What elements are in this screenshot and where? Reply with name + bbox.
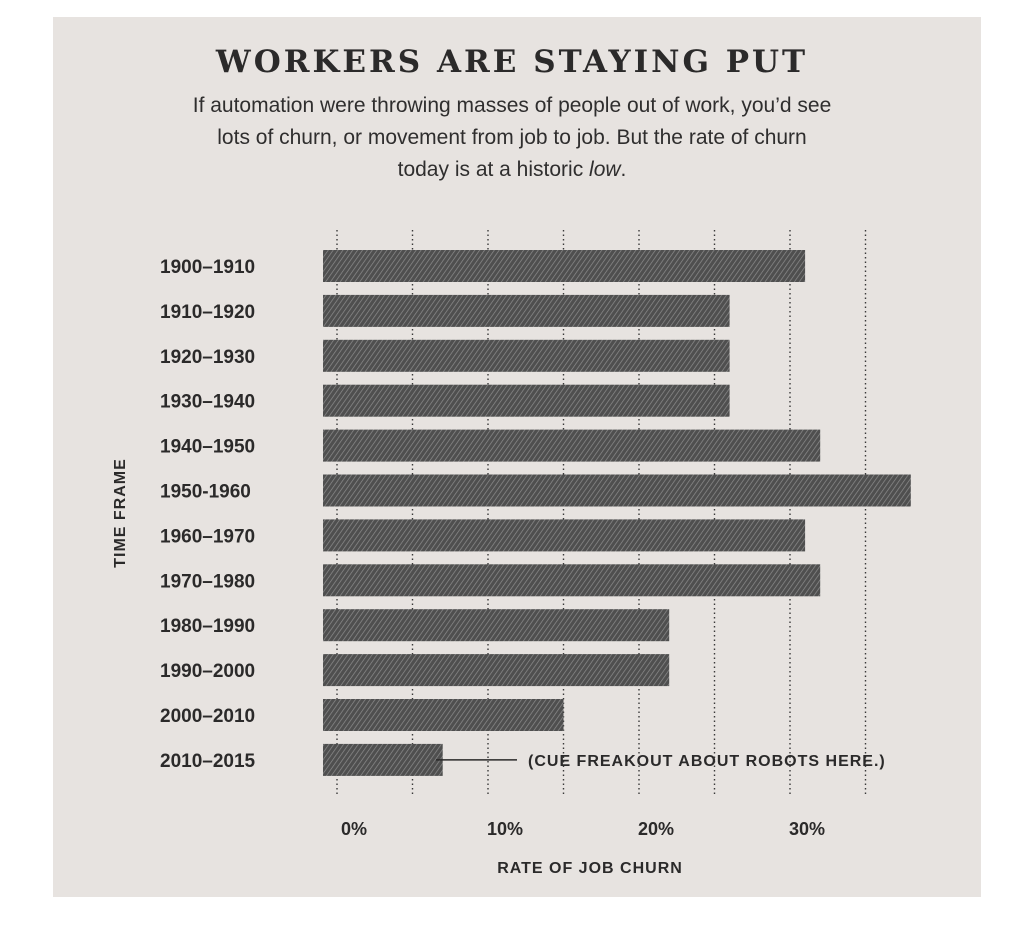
labels: 1900–1910 1910–1920 1920–1930 1930–1940 1940… xyxy=(112,257,886,877)
category-label: 1970–1980 xyxy=(160,571,255,592)
chart-title: WORKERS ARE STAYING PUT xyxy=(215,44,809,80)
subtitle-end: . xyxy=(620,158,627,181)
y-axis-title: TIME FRAME xyxy=(112,458,129,568)
bar xyxy=(323,339,730,372)
bar xyxy=(323,384,730,417)
bar xyxy=(323,654,670,687)
category-label: 1930–1940 xyxy=(160,392,255,413)
category-label: 1950-1960 xyxy=(160,482,251,503)
category-label: 2010–2015 xyxy=(160,751,256,772)
bar xyxy=(323,564,821,597)
subtitle-emphasis: low xyxy=(589,158,621,181)
category-label: 1920–1930 xyxy=(160,347,255,368)
bars xyxy=(323,250,911,776)
x-tick-label: 10% xyxy=(487,819,523,839)
chart-subtitle: If automation were throwing masses of pe… xyxy=(190,90,834,186)
x-tick-label: 30% xyxy=(789,819,825,839)
bar xyxy=(323,519,806,552)
category-label: 1980–1990 xyxy=(160,616,255,637)
category-label: 1900–1910 xyxy=(160,257,255,278)
x-tick-label: 0% xyxy=(341,819,367,839)
bar xyxy=(323,609,670,642)
category-label: 1910–1920 xyxy=(160,302,255,323)
bar xyxy=(323,699,564,731)
bar xyxy=(323,429,821,462)
annotation-text: (CUE FREAKOUT ABOUT ROBOTS HERE.) xyxy=(528,753,886,770)
category-label: 1960–1970 xyxy=(160,526,255,547)
category-label: 1940–1950 xyxy=(160,437,255,458)
subtitle-text: If automation were throwing masses of pe… xyxy=(192,94,832,181)
category-label: 1990–2000 xyxy=(160,661,255,682)
x-axis-title: RATE OF JOB CHURN xyxy=(497,860,683,877)
bar xyxy=(323,250,806,282)
bar xyxy=(323,474,911,507)
bar xyxy=(323,294,730,327)
bar xyxy=(323,743,443,776)
category-label: 2000–2010 xyxy=(160,706,255,727)
x-tick-label: 20% xyxy=(638,819,674,839)
